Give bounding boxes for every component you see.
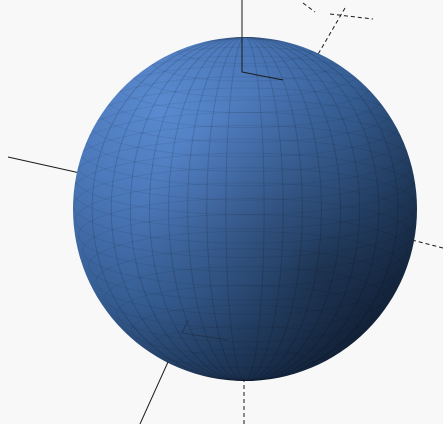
sphere-latitude-line [104,266,386,329]
sphere-longitude-line [148,37,342,381]
sphere-longitude-line [91,37,399,381]
axis-line-left [7,156,81,174]
axis-corner-bottom [181,319,229,341]
sphere-longitude-line [206,37,284,381]
axes-front [139,38,284,424]
sphere-latitude-line [82,214,408,287]
sphere-latitude-line [175,348,315,380]
sphere-latitude-line [88,230,402,301]
sphere-longitude-line [148,37,342,381]
sphere-longitude-line [129,37,361,381]
sphere-longitude-line [129,37,361,381]
axis-corner-top [241,38,284,81]
sphere-longitude-line [168,37,322,381]
axis-line-bottom-left [139,361,169,424]
sphere-latitude-line [130,304,360,356]
sphere-latitude-line [73,152,417,230]
sphere[interactable] [73,33,417,381]
sphere-longitude-line [225,37,265,381]
sphere-longitude-line [187,37,303,381]
sphere-longitude-line [110,37,380,381]
sphere-latitude-line [149,325,341,369]
axis-line-dashed-right [411,239,443,249]
sphere-latitude-line [74,182,416,258]
sphere-latitude-line [77,197,413,273]
sphere-longitude-line [110,37,380,381]
sphere-longitude-line [168,37,322,381]
sphere-latitude-line [116,284,374,343]
axis-tick-dashed-top-right-a [329,13,374,20]
sphere-shadow [73,37,417,381]
sphere-longitude-line [91,37,399,381]
sphere-latitude-line [95,248,395,315]
sphere-longitude-line [187,37,303,381]
sphere-longitude-line [225,37,265,381]
axis-tick-dashed-top-right-b [302,2,316,13]
sphere-latitude-line [73,167,417,244]
sphere-longitude-line [206,37,284,381]
